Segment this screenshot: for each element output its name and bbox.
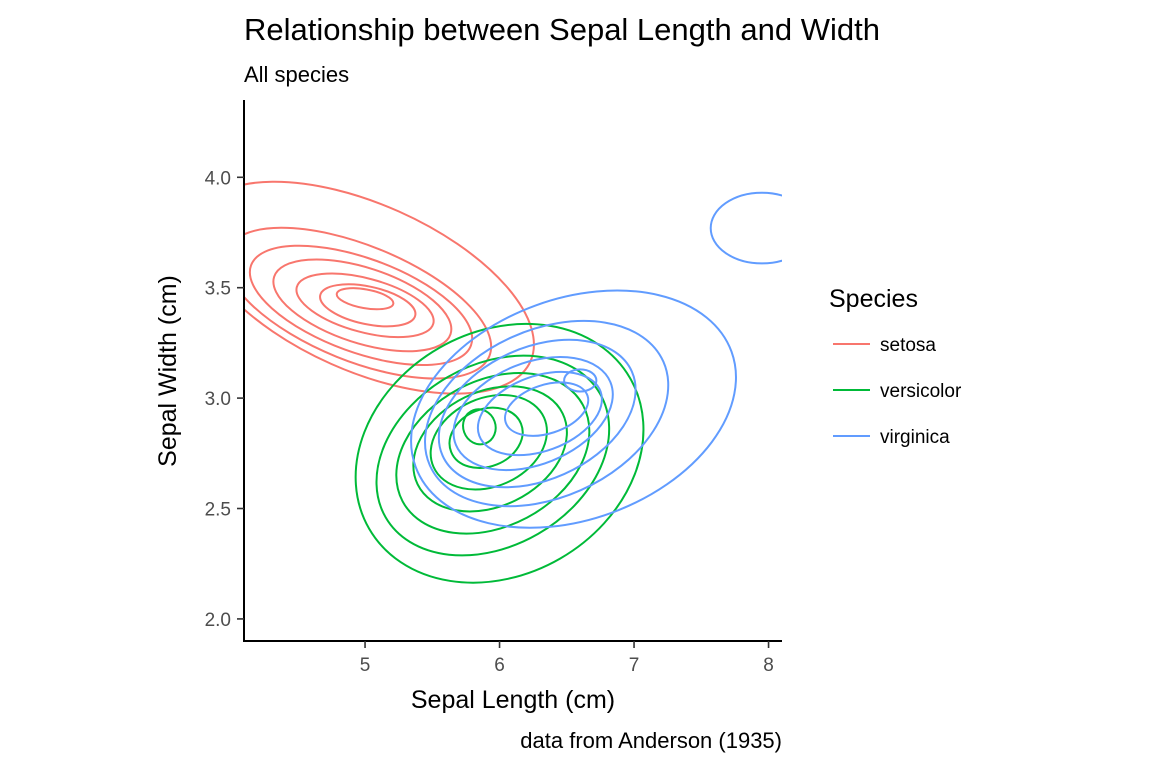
series-versicolor-contours: [354, 322, 645, 584]
virginica-contour-line: [709, 191, 782, 265]
setosa-contour-line: [295, 272, 435, 339]
x-tick-label: 5: [360, 655, 371, 676]
setosa-contour-line: [272, 258, 453, 353]
versicolor-contour-line: [448, 406, 524, 469]
versicolor-contour-line: [429, 394, 548, 491]
virginica-contour-line: [452, 356, 614, 472]
legend: Species setosa versicolor virginica: [829, 285, 962, 448]
legend-label-setosa: setosa: [880, 335, 936, 356]
virginica-contour-line: [424, 319, 670, 508]
versicolor-contour-line: [462, 408, 497, 446]
setosa-contour-line: [244, 226, 493, 380]
virginica-contour-line: [437, 338, 637, 489]
versicolor-contour-line: [354, 322, 645, 584]
virginica-contour-line: [563, 368, 598, 393]
setosa-contour-line: [335, 287, 395, 311]
contour-layer: [244, 180, 782, 584]
versicolor-contour-line: [375, 354, 611, 557]
x-axis-ticks: 5 6 7 8: [360, 641, 774, 676]
legend-label-versicolor: versicolor: [880, 381, 962, 402]
legend-label-virginica: virginica: [880, 427, 950, 448]
versicolor-contour-line: [412, 385, 568, 513]
y-tick-label: 4.0: [205, 168, 231, 189]
y-axis-ticks: 2.0 2.5 3.0 3.5 4.0: [205, 168, 244, 631]
y-tick-label: 3.0: [205, 389, 231, 410]
y-tick-label: 2.5: [205, 500, 231, 521]
y-tick-label: 2.0: [205, 610, 231, 631]
virginica-contour-line: [504, 381, 590, 437]
x-axis-title: Sepal Length (cm): [411, 686, 615, 714]
setosa-contour-line: [248, 244, 474, 367]
setosa-contour-line: [319, 283, 417, 328]
y-tick-label: 3.5: [205, 279, 231, 300]
virginica-contour-line: [410, 289, 737, 529]
y-axis-title: Sepal Width (cm): [154, 275, 182, 467]
virginica-contour-line: [476, 370, 603, 457]
legend-title: Species: [829, 285, 918, 313]
caption: data from Anderson (1935): [520, 728, 782, 753]
x-tick-label: 8: [763, 655, 774, 676]
series-virginica-contours: [410, 191, 782, 529]
x-tick-label: 6: [494, 655, 505, 676]
versicolor-contour-line: [395, 372, 591, 535]
chart-subtitle: All species: [244, 62, 349, 87]
chart-title: Relationship between Sepal Length and Wi…: [244, 12, 880, 47]
x-tick-label: 7: [629, 655, 640, 676]
